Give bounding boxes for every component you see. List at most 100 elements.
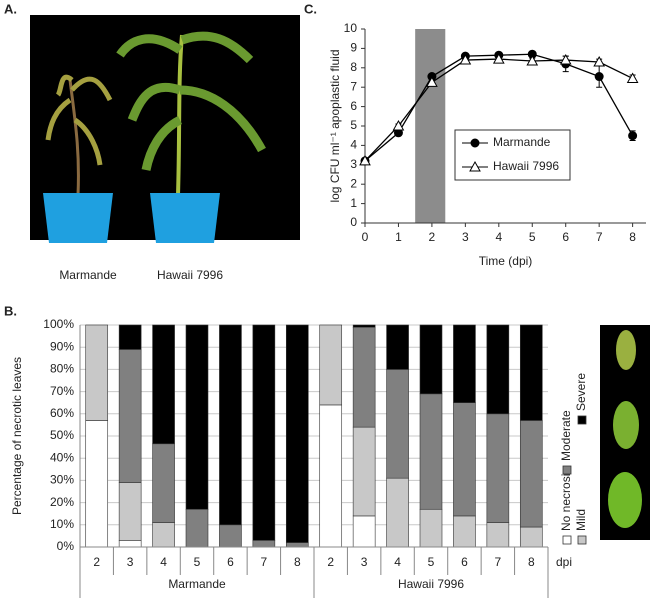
photo-caption: Marmande	[59, 268, 117, 282]
x-tick-label: 0	[362, 230, 369, 244]
data-point	[626, 72, 639, 83]
bar-segment	[219, 324, 242, 526]
x-tick-label: 8	[629, 230, 636, 244]
bar-segment	[85, 324, 109, 421]
x-tick-label: 2	[93, 555, 100, 569]
y-tick-label: 2	[350, 176, 357, 190]
panel-label: C.	[304, 1, 317, 16]
x-tick-label: 5	[428, 555, 435, 569]
legend-swatch	[577, 415, 587, 425]
bar-segment	[285, 324, 309, 543]
bar-segment	[152, 324, 175, 445]
legend-label: No necrosis	[559, 468, 573, 531]
bar-segment	[152, 443, 175, 523]
y-tick-label: 80%	[50, 362, 74, 376]
bar-segment	[252, 540, 276, 548]
bar-segment	[118, 482, 142, 541]
y-tick-label: 0	[350, 215, 357, 229]
legend-box	[454, 129, 571, 181]
bar-segment	[185, 508, 209, 548]
legend-marker	[469, 160, 481, 172]
y-tick-label: 70%	[50, 384, 74, 398]
bar-segment	[252, 324, 276, 541]
bar-segment	[486, 522, 510, 548]
bar-segment	[386, 324, 409, 370]
bar-segment	[352, 515, 376, 548]
x-tick-label: 3	[462, 230, 469, 244]
x-tick-label: 6	[562, 230, 569, 244]
y-axis-label: log CFU ml⁻¹ apoplastic fluid	[328, 49, 342, 202]
x-tick-label: 3	[127, 555, 134, 569]
x-unit-label: dpi	[556, 555, 572, 569]
legend-label: Mild	[574, 509, 588, 531]
photo-caption: Hawaii 7996	[157, 268, 223, 282]
y-tick-label: 90%	[50, 339, 74, 353]
bar-segment	[519, 324, 543, 421]
data-point	[593, 55, 606, 67]
bar-segment	[486, 324, 510, 415]
y-axis-label: Percentage of necrotic leaves	[10, 357, 24, 515]
panel-label: B.	[4, 303, 17, 318]
x-tick-label: 6	[461, 555, 468, 569]
legend-label: Severe	[574, 373, 588, 411]
y-tick-label: 8	[350, 60, 357, 74]
group-label: Marmande	[168, 577, 226, 591]
x-tick-label: 5	[529, 230, 536, 244]
bar-segment	[453, 324, 476, 403]
bar-segment	[386, 369, 409, 479]
data-point	[459, 54, 472, 65]
data-point	[492, 53, 505, 64]
x-tick-label: 2	[327, 555, 334, 569]
y-tick-label: 40%	[50, 450, 74, 464]
data-point	[359, 154, 371, 166]
y-tick-label: 5	[350, 118, 357, 132]
x-tick-label: 4	[394, 555, 401, 569]
bar-segment	[319, 324, 343, 406]
bar-segment	[118, 324, 142, 350]
bar-segment	[352, 426, 376, 517]
x-tick-label: 2	[429, 230, 436, 244]
legend-swatch	[562, 465, 572, 475]
legend-marker	[470, 138, 480, 148]
y-tick-label: 20%	[50, 495, 74, 509]
highlight-band	[415, 29, 446, 223]
x-tick-label: 3	[361, 555, 368, 569]
x-tick-label: 4	[495, 230, 502, 244]
x-tick-label: 7	[495, 555, 502, 569]
bar-segment	[519, 526, 543, 548]
legend-swatch	[577, 535, 587, 545]
bar-segment	[185, 324, 209, 510]
y-tick-label: 10	[344, 21, 358, 35]
bar-segment	[118, 349, 142, 483]
bar-segment	[118, 540, 142, 548]
bar-segment	[219, 524, 242, 548]
data-point	[628, 131, 638, 141]
bar-segment	[319, 404, 343, 548]
x-tick-label: 8	[294, 555, 301, 569]
y-tick-label: 3	[350, 157, 357, 171]
x-tick-label: 4	[160, 555, 167, 569]
y-tick-label: 30%	[50, 473, 74, 487]
data-point	[559, 54, 572, 65]
legend-label: Marmande	[493, 135, 551, 149]
group-label: Hawaii 7996	[398, 577, 464, 591]
x-tick-label: 6	[227, 555, 234, 569]
y-tick-label: 4	[350, 138, 357, 152]
panel-label: A.	[4, 1, 17, 16]
y-tick-label: 7	[350, 79, 357, 93]
y-tick-label: 1	[350, 196, 357, 210]
y-tick-label: 60%	[50, 406, 74, 420]
legend-label: Moderate	[559, 410, 573, 461]
bar-segment	[419, 324, 443, 395]
data-point	[426, 76, 438, 87]
plant-photo	[30, 15, 300, 243]
bar-segment	[419, 508, 443, 548]
data-point	[392, 119, 405, 131]
bar-segment	[453, 515, 476, 548]
bar-segment	[352, 326, 376, 428]
bar-segment	[419, 393, 443, 510]
y-tick-label: 100%	[43, 317, 74, 331]
x-tick-label: 5	[194, 555, 201, 569]
x-tick-label: 7	[261, 555, 268, 569]
